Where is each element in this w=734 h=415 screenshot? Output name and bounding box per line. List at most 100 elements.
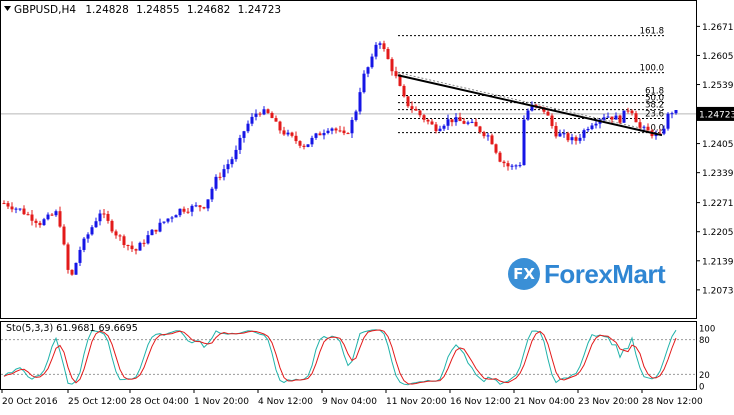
candle-up (606, 116, 610, 118)
candle-down (258, 113, 262, 115)
candle-up (602, 117, 606, 120)
fib-level-label: 61.8 (645, 87, 664, 97)
candle-up (326, 130, 330, 133)
candle-up (526, 110, 530, 120)
fibonacci-retracement[interactable]: 161.8 100.0 61.850.038.223.6 0.0 (397, 27, 666, 134)
current-price-box (697, 106, 734, 121)
fib-level-label: 23.6 (645, 109, 664, 119)
candle-down (50, 214, 54, 216)
candle-down (646, 126, 650, 131)
candle-up (558, 133, 562, 137)
ohlc-high: 1.24855 (136, 4, 179, 16)
candle-up (74, 262, 78, 275)
candle-down (406, 96, 410, 107)
candle-down (430, 121, 434, 125)
price-tick-label: 1.24050 (702, 140, 734, 150)
candle-down (482, 132, 486, 137)
stochastic-series (1, 329, 696, 386)
candle-up (210, 188, 214, 200)
candle-up (590, 125, 594, 129)
candle-up (362, 73, 366, 93)
candle-up (306, 144, 310, 147)
candle-down (574, 137, 578, 141)
candle-down (30, 214, 34, 221)
candle-up (42, 219, 46, 226)
ohlc-low: 1.24682 (187, 4, 230, 16)
candle-down (26, 214, 30, 216)
candle-up (562, 133, 566, 135)
candle-up (354, 111, 358, 120)
trendline (397, 74, 663, 137)
candle-up (378, 43, 382, 45)
candle-up (454, 117, 458, 123)
candle-up (238, 137, 242, 150)
candle-down (410, 106, 414, 109)
candle-up (614, 115, 618, 120)
candle-down (154, 229, 158, 232)
candle-down (294, 135, 298, 142)
svg-text:GBPUSD,H4 1.24828: GBPUSD,H4 1.24828 1.24855 1.24682 1.2472… (14, 4, 281, 16)
fib-level-label: 100.0 (640, 64, 664, 74)
candle-up (286, 132, 290, 135)
candle-down (298, 141, 302, 146)
candle-up (242, 131, 246, 138)
candle-up (46, 214, 50, 220)
candle-down (394, 71, 398, 77)
time-tick-label: 1 Nov 20:00 (194, 397, 249, 407)
time-tick-label: 25 Oct 12:00 (68, 397, 127, 407)
candle-down (386, 49, 390, 60)
candle-down (382, 43, 386, 50)
candle-up (322, 132, 326, 136)
candle-up (370, 56, 374, 68)
candle-up (466, 122, 470, 124)
candle-down (66, 244, 70, 270)
stochastic-pane-frame (0, 321, 697, 390)
stochastic-tick-label: 100 (699, 325, 715, 335)
candle-up (514, 165, 518, 167)
candle-down (458, 117, 462, 122)
candle-up (594, 123, 598, 126)
fib-level-label: 38.2 (645, 101, 664, 111)
candle-down (610, 116, 614, 120)
price-tick-label: 1.26710 (702, 23, 734, 33)
candle-down (318, 133, 322, 136)
candle-up (262, 109, 266, 115)
candle-down (62, 226, 66, 245)
candle-up (438, 128, 442, 132)
time-tick-label: 23 Nov 20:00 (578, 397, 639, 407)
candle-down (130, 245, 134, 250)
price-tick-label: 1.22710 (702, 199, 734, 209)
time-tick-label: 20 Oct 2016 (2, 397, 58, 407)
candle-up (446, 119, 450, 126)
candle-up (166, 218, 170, 222)
candle-up (98, 213, 102, 222)
watermark-text: ForexMart (544, 258, 666, 289)
time-tick-label: 21 Nov 04:00 (514, 397, 575, 407)
time-tick-label: 11 Nov 20:00 (386, 397, 447, 407)
candle-up (14, 208, 18, 210)
candle-down (218, 176, 222, 178)
candlestick-series (2, 40, 678, 276)
candle-up (222, 169, 226, 178)
candle-down (638, 122, 642, 128)
forexmart-watermark: FX ForexMart (508, 256, 666, 292)
candle-up (82, 238, 86, 250)
fib-level-label: 50.0 (645, 94, 664, 104)
candle-up (486, 135, 490, 137)
candle-down (626, 110, 630, 112)
time-tick-label: 4 Nov 12:00 (258, 397, 313, 407)
candle-down (506, 163, 510, 167)
candle-down (346, 133, 350, 135)
candle-down (342, 130, 346, 134)
candle-down (474, 121, 478, 127)
candle-down (462, 121, 466, 124)
candle-down (546, 111, 550, 116)
candle-down (542, 107, 546, 112)
candle-down (266, 109, 270, 113)
candle-up (670, 113, 674, 115)
candle-up (586, 128, 590, 131)
candle-up (226, 164, 230, 170)
candle-down (270, 112, 274, 119)
candle-up (246, 123, 250, 132)
